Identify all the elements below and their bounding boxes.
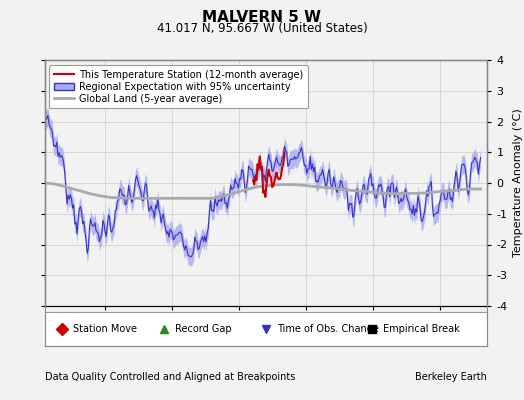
Text: Station Move: Station Move xyxy=(73,324,137,334)
Text: Data Quality Controlled and Aligned at Breakpoints: Data Quality Controlled and Aligned at B… xyxy=(45,372,295,382)
Legend: This Temperature Station (12-month average), Regional Expectation with 95% uncer: This Temperature Station (12-month avera… xyxy=(49,65,308,108)
Text: Empirical Break: Empirical Break xyxy=(383,324,460,334)
Text: 41.017 N, 95.667 W (United States): 41.017 N, 95.667 W (United States) xyxy=(157,22,367,35)
Text: Berkeley Earth: Berkeley Earth xyxy=(416,372,487,382)
Text: MALVERN 5 W: MALVERN 5 W xyxy=(202,10,322,25)
Y-axis label: Temperature Anomaly (°C): Temperature Anomaly (°C) xyxy=(513,109,523,257)
Text: Record Gap: Record Gap xyxy=(175,324,232,334)
Text: Time of Obs. Change: Time of Obs. Change xyxy=(277,324,379,334)
